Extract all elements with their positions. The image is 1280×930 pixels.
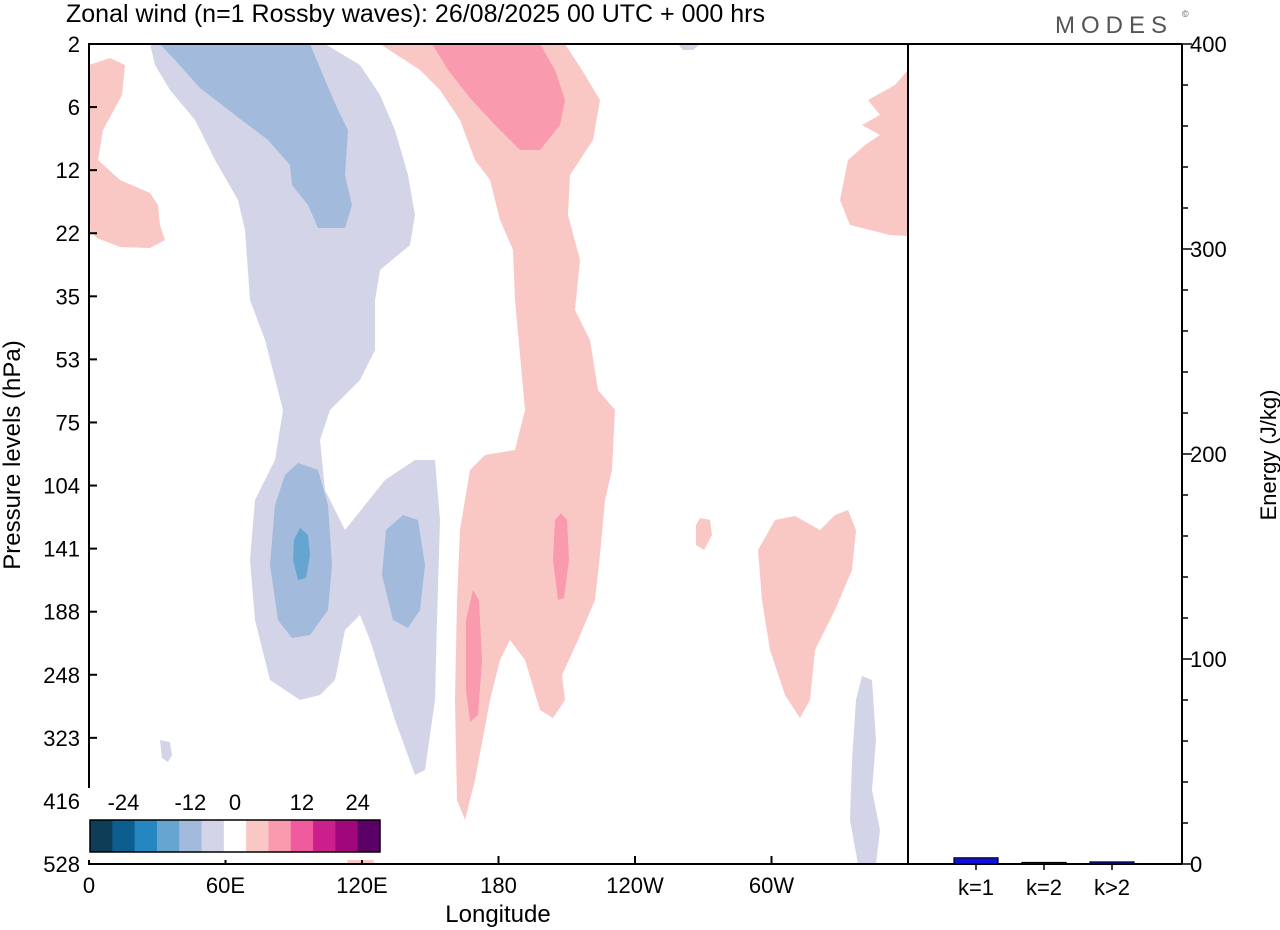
energy-tick-label: 200	[1190, 442, 1227, 467]
y-axis: 2 6 12 22 35 53 75 104 141 188 248 323 416 528	[43, 32, 97, 877]
colorbar-label: -12	[174, 790, 206, 815]
x-axis: 0 60E 120E 180 120W 60W	[83, 856, 794, 898]
positive-region-lower-core	[466, 590, 482, 722]
y-tick-label: 35	[56, 284, 80, 309]
y-tick-label: 528	[43, 852, 80, 877]
chart-title: Zonal wind (n=1 Rossby waves): 26/08/202…	[66, 0, 765, 28]
colorbar-swatch	[201, 820, 225, 852]
x-tick-label: 60E	[206, 873, 245, 898]
energy-bar-1	[953, 857, 999, 865]
y-tick-label: 248	[43, 663, 80, 688]
colorbar-label: 24	[345, 790, 369, 815]
x-tick-label: 120W	[606, 873, 664, 898]
energy-tick-label: 300	[1190, 237, 1227, 262]
x-tick-label: 180	[480, 873, 517, 898]
y-tick-label: 12	[56, 158, 80, 183]
positive-region-small	[696, 518, 712, 550]
energy-tick-label: 0	[1190, 852, 1202, 877]
colorbar-swatch	[112, 820, 136, 852]
colorbar-label: 12	[290, 790, 314, 815]
colorbar-swatch	[357, 820, 381, 852]
positive-region-upper-core	[432, 44, 565, 150]
negative-region-main	[150, 44, 440, 775]
colorbar-swatch	[134, 820, 158, 852]
x-axis-label: Longitude	[445, 901, 550, 928]
colorbar-swatch	[268, 820, 292, 852]
negative-region-small	[160, 740, 172, 762]
colorbar-label: -24	[108, 790, 140, 815]
y-tick-label: 141	[43, 537, 80, 562]
y-tick-label: 53	[56, 347, 80, 372]
negative-region-upper-core	[160, 44, 352, 228]
energy-category-label: k=1	[958, 875, 994, 900]
colorbar-frame	[89, 819, 381, 853]
positive-region-west-upper	[89, 58, 165, 248]
colorbar-swatch	[223, 820, 247, 852]
y-tick-label: 75	[56, 410, 80, 435]
positive-region-east-upper	[840, 70, 908, 236]
negative-region-top	[678, 44, 700, 50]
colorbar-swatch	[246, 820, 269, 852]
x-tick-label: 120E	[336, 873, 387, 898]
y-tick-label: 188	[43, 600, 80, 625]
y-tick-label: 104	[43, 474, 80, 499]
colorbar-label: 0	[229, 790, 241, 815]
energy-panel: 0 100 200 300 400 k=1 k=2 k>2 Energy (J/kg)	[908, 32, 1280, 900]
y-tick-label: 2	[68, 32, 80, 57]
negative-region-east-core	[382, 515, 425, 628]
x-tick-label: 0	[83, 873, 95, 898]
energy-bar-3	[1089, 861, 1135, 865]
positive-region-mid-core	[553, 513, 569, 600]
y-tick-label: 6	[68, 95, 80, 120]
energy-category-label: k=2	[1026, 875, 1062, 900]
positive-region-main	[380, 44, 615, 820]
energy-bars	[953, 857, 1135, 865]
brand-copyright-mark: ©	[1182, 9, 1189, 19]
colorbar-swatch	[290, 820, 314, 852]
heatmap-field	[89, 44, 908, 864]
energy-x-axis: k=1 k=2 k>2	[958, 864, 1130, 900]
colorbar-legend: -24 -12 0 12 24	[86, 788, 383, 860]
y-tick-label: 416	[43, 789, 80, 814]
colorbar-swatch	[90, 820, 113, 852]
colorbar-swatch	[313, 820, 336, 852]
energy-y-axis: 0 100 200 300 400	[1182, 32, 1227, 877]
negative-region-inner-core	[293, 528, 310, 580]
y-tick-label: 22	[56, 221, 80, 246]
brand-logo: MODES	[1055, 12, 1173, 39]
energy-tick-label: 400	[1190, 32, 1227, 57]
negative-region-east	[850, 676, 880, 864]
colorbar-swatch	[335, 820, 359, 852]
y-tick-label: 323	[43, 726, 80, 751]
heatmap-panel: 0 60E 120E 180 120W 60W 2 6 12 22 35 53 75 104 141 188…	[0, 32, 909, 928]
colorbar-swatch	[156, 820, 180, 852]
energy-category-label: k>2	[1094, 875, 1130, 900]
y-axis-label: Pressure levels (hPa)	[0, 340, 26, 569]
energy-tick-label: 100	[1190, 647, 1227, 672]
energy-bar-2	[1021, 861, 1067, 865]
colorbar-swatch	[179, 820, 202, 852]
positive-region-east-mid	[758, 510, 856, 718]
energy-axis-label: Energy (J/kg)	[1256, 390, 1280, 521]
x-tick-label: 60W	[749, 873, 794, 898]
